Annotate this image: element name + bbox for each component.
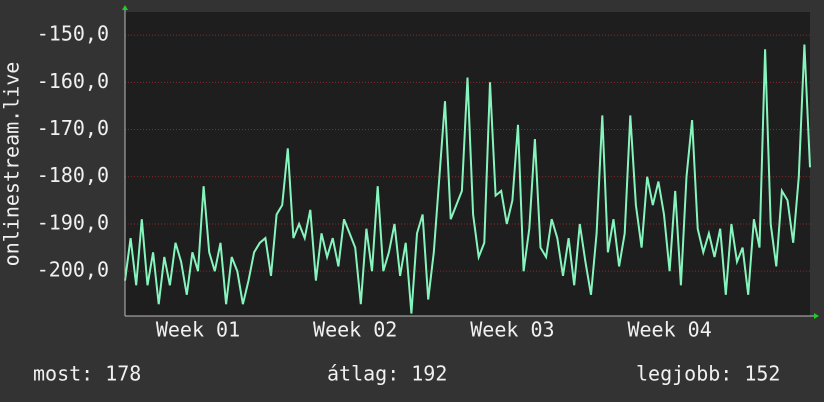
y-tick-label: -190,0	[37, 210, 109, 234]
x-tick-label: Week 03	[470, 318, 554, 342]
data-line	[124, 44, 811, 314]
plot-area	[125, 12, 810, 316]
y-tick-label: -200,0	[37, 258, 109, 282]
footer-value: 152	[744, 362, 780, 386]
axis-arrow	[122, 5, 128, 10]
axis-arrow	[814, 313, 819, 319]
y-tick-label: -150,0	[37, 22, 109, 46]
footer-label: legjobb:	[636, 362, 732, 386]
x-tick-label: Week 04	[627, 318, 711, 342]
y-axis-label: onlinestream.live	[0, 62, 24, 267]
y-tick-label: -180,0	[37, 163, 109, 187]
footer-label: most:	[33, 362, 93, 386]
footer-label: átlag:	[327, 362, 399, 386]
y-tick-label: -170,0	[37, 116, 109, 140]
x-tick-label: Week 01	[156, 318, 240, 342]
footer-value: 192	[411, 362, 447, 386]
x-tick-label: Week 02	[313, 318, 397, 342]
y-tick-label: -160,0	[37, 69, 109, 93]
footer-value: 178	[105, 362, 141, 386]
